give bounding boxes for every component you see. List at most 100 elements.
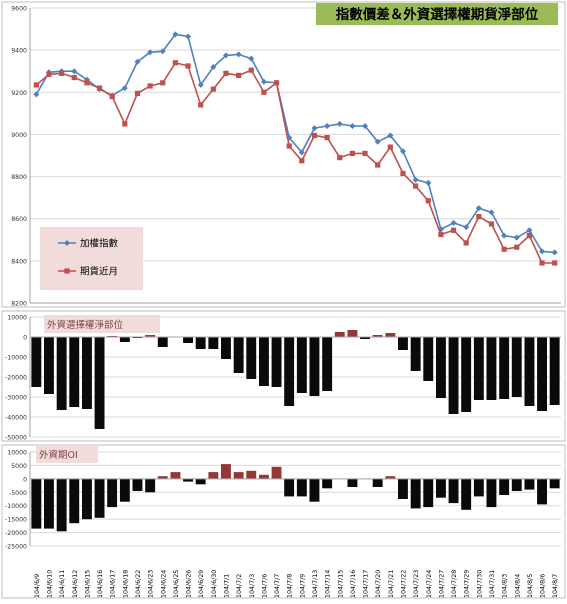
data-point [400,170,406,177]
data-point [324,123,331,129]
bar [410,478,421,509]
data-point [425,179,432,186]
y-tick-label: -50000 [5,435,27,442]
data-point [488,209,495,216]
bar [233,472,244,479]
bar [461,337,472,412]
bar [423,337,434,381]
y-tick-label: -20000 [5,375,27,382]
bar [69,337,80,407]
y-tick-label: -25000 [5,544,27,551]
x-axis-labels: 104/6/9 104/6/10 104/6/11 104/6/12 104/6/15 1… [34,570,559,598]
data-point [159,48,166,55]
bar [296,478,307,497]
data-point [172,60,178,66]
data-point [362,123,369,129]
panel-2: -50000 -40000 -30000 -20000 -10000 0 10000 外資選擇… [1,310,566,442]
data-point [349,150,355,156]
data-point [109,93,115,100]
data-point [311,125,318,132]
bar [461,478,472,510]
data-point [374,138,381,145]
bars [31,464,560,532]
data-point [59,70,65,76]
data-point [222,52,229,59]
data-point [488,221,495,227]
bar [94,337,105,429]
series-line [35,61,555,264]
data-point [260,78,267,85]
data-point [248,55,255,62]
bar [423,478,434,508]
data-point [501,246,507,252]
data-point [261,89,267,95]
y-tick-label: 9200 [11,90,27,97]
bar [398,478,408,499]
data-point [362,150,368,156]
y-tick-label: 8600 [11,216,27,223]
x-tick-label: 104/8/3 [502,574,509,598]
bar [183,478,193,482]
x-tick-label: 104/7/13 [312,570,319,598]
bar [44,337,54,394]
y-tick-label: 10000 [7,315,27,322]
data-point [349,123,356,129]
data-point [185,63,191,69]
y-tick-label: -10000 [5,503,27,510]
data-point [387,144,393,150]
bar [82,337,92,409]
data-point [134,90,141,96]
x-tick-label: 104/7/27 [438,570,445,598]
data-point [324,134,330,141]
data-point [160,80,166,86]
x-tick-label: 104/6/12 [72,570,79,598]
bar [334,332,345,337]
bar [132,478,143,491]
y-tick-label: 9000 [11,132,27,139]
data-point [185,33,192,40]
bar [56,478,67,532]
bar [322,478,333,489]
data-point [71,74,77,81]
data-point [172,31,179,38]
series-futures [33,60,558,266]
bar [436,337,446,398]
data-point [387,132,394,139]
legend-label: 期貨近月 [80,266,118,278]
x-tick-label: 104/7/17 [363,570,370,598]
bar [537,478,547,505]
x-tick-label: 104/7/30 [476,570,483,598]
data-point [438,231,444,238]
data-point [210,86,216,92]
bar [69,478,80,524]
data-point [210,64,217,70]
data-point [33,82,39,88]
data-point [412,176,419,183]
bar [183,337,193,343]
x-tick-label: 104/7/24 [426,570,433,598]
x-tick-label: 104/8/6 [540,574,547,598]
bar [486,337,497,400]
bar [372,335,383,337]
bar [259,474,269,479]
bar [195,337,206,349]
x-tick-label: 104/7/7 [274,574,281,598]
bar [107,478,118,508]
data-point [450,227,457,233]
x-tick-label: 104/6/22 [135,570,142,598]
chart-title: 指數價差＆外資選擇權期貨淨部位 [316,3,558,25]
bar [284,478,295,497]
bar [511,478,522,491]
bar [82,478,92,520]
y-tick-label: 8400 [11,258,27,265]
x-tick-label: 104/7/20 [375,570,382,598]
data-point [71,68,78,75]
data-point [413,183,419,189]
x-tick-label: 104/7/28 [451,570,458,598]
data-point [539,248,546,255]
bar [271,337,282,387]
x-tick-label: 104/7/2 [236,574,243,598]
x-tick-label: 104/6/15 [84,570,91,598]
bar [259,337,269,386]
